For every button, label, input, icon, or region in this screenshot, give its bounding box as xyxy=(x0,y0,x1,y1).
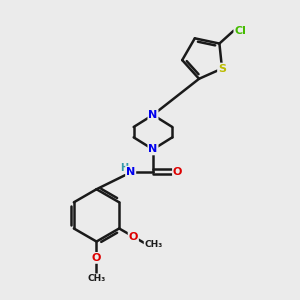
Text: S: S xyxy=(218,64,226,74)
Text: N: N xyxy=(148,110,158,120)
Text: CH₃: CH₃ xyxy=(87,274,106,283)
Text: Cl: Cl xyxy=(234,26,246,36)
Text: CH₃: CH₃ xyxy=(145,240,163,249)
Text: N: N xyxy=(148,144,158,154)
Text: O: O xyxy=(173,167,182,177)
Text: O: O xyxy=(129,232,138,242)
Text: H: H xyxy=(120,163,128,173)
Text: N: N xyxy=(126,167,135,177)
Text: O: O xyxy=(92,253,101,263)
